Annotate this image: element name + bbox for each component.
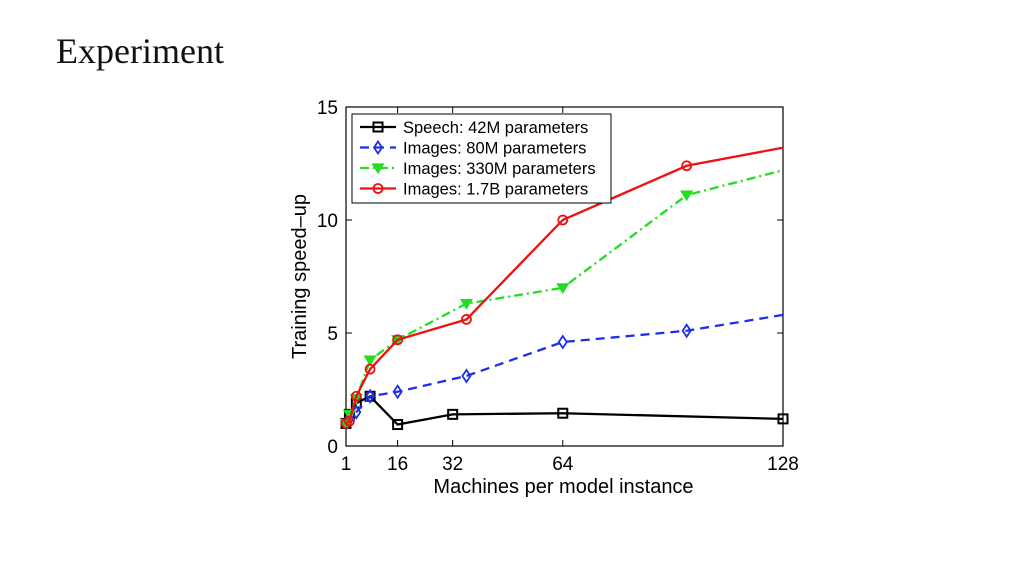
x-tick-label: 16: [387, 454, 408, 475]
data-point-series-3: [680, 190, 694, 202]
data-point-series-2: [461, 368, 472, 384]
legend-marker-2: [372, 139, 384, 156]
data-point-series-2: [681, 323, 692, 339]
data-point-series-4: [681, 160, 693, 172]
data-point-series-2: [557, 334, 568, 350]
data-point-series-3: [459, 299, 474, 310]
y-axis-label: Training speed–up: [289, 194, 311, 359]
legend-label-2: Images: 80M parameters: [403, 140, 586, 158]
legend-marker-4: [372, 183, 384, 194]
legend-label-3: Images: 330M parameters: [403, 160, 596, 178]
x-axis-label: Machines per model instance: [433, 476, 693, 498]
legend-marker-3: [371, 163, 385, 175]
data-point-series-4: [392, 334, 404, 346]
data-point-series-4: [364, 363, 376, 375]
y-tick-label: 0: [327, 437, 338, 458]
data-point-series-1: [392, 419, 404, 431]
data-point-series-2: [392, 384, 403, 400]
data-point-series-3: [556, 283, 570, 294]
data-point-series-1: [557, 407, 569, 419]
y-tick-label: 10: [317, 211, 338, 232]
data-point-series-4: [350, 390, 362, 402]
data-point-series-1: [447, 408, 459, 420]
slide-title: Experiment: [56, 31, 224, 71]
series-line-4: [345, 146, 784, 425]
data-point-series-1: [777, 413, 789, 425]
x-tick-label: 1: [341, 454, 352, 475]
x-tick-label: 64: [552, 454, 574, 475]
legend-label-4: Images: 1.7B parameters: [403, 181, 588, 199]
data-point-series-4: [344, 415, 355, 427]
data-point-series-4: [461, 314, 472, 325]
data-point-series-2: [365, 388, 376, 404]
x-tick-label: 32: [442, 454, 463, 475]
y-tick-label: 5: [327, 324, 338, 345]
y-tick-label: 15: [317, 98, 338, 119]
x-tick-label: 128: [767, 454, 799, 475]
data-point-series-3: [363, 355, 377, 367]
legend-label-1: Speech: 42M parameters: [403, 119, 588, 137]
data-point-series-4: [557, 214, 569, 226]
legend-marker-1: [372, 121, 384, 133]
